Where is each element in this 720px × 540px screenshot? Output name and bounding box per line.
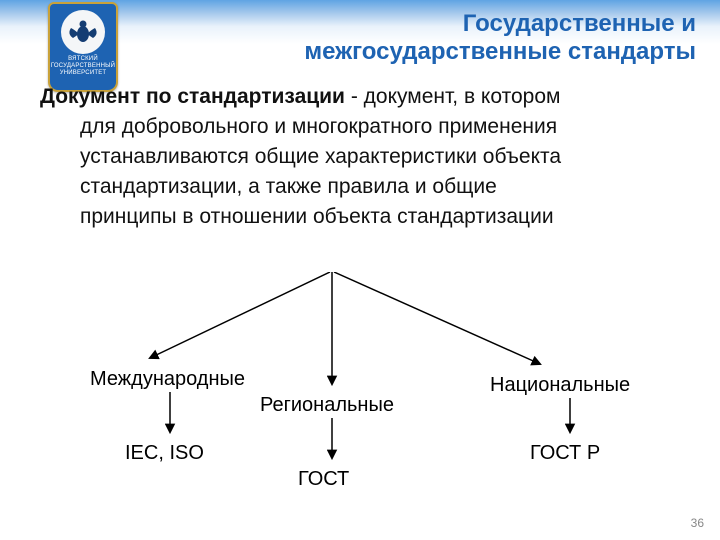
logo-text: ВЯТСКИЙ ГОСУДАРСТВЕННЫЙ УНИВЕРСИТЕТ xyxy=(50,56,116,77)
node-regional: Региональные xyxy=(260,394,410,417)
page-number: 36 xyxy=(691,516,704,530)
node-gost_r: ГОСТ Р xyxy=(530,442,630,465)
node-iec_iso: IEC, ISO xyxy=(125,442,225,465)
title-line-2: межгосударственные стандарты xyxy=(176,38,696,66)
p-rest-1: для добровольного и многократного примен… xyxy=(40,112,660,142)
lead-bold: Документ по стандартизации xyxy=(40,85,345,108)
p-rest-4: принципы в отношении объекта стандартиза… xyxy=(40,202,660,232)
logo-text-1: ВЯТСКИЙ xyxy=(50,56,116,63)
slide: ВЯТСКИЙ ГОСУДАРСТВЕННЫЙ УНИВЕРСИТЕТ Госу… xyxy=(0,0,720,540)
logo-emblem xyxy=(61,10,105,54)
p-rest-2: устанавливаются общие характеристики объ… xyxy=(40,142,660,172)
node-gost: ГОСТ xyxy=(298,468,378,491)
slide-title: Государственные и межгосударственные ста… xyxy=(176,10,696,66)
node-national: Национальные xyxy=(490,374,660,397)
title-line-1: Государственные и xyxy=(176,10,696,38)
p-rest-0: - документ, в котором xyxy=(345,85,560,108)
eagle-icon xyxy=(65,14,101,50)
logo-text-2: ГОСУДАРСТВЕННЫЙ xyxy=(50,63,116,70)
university-logo: ВЯТСКИЙ ГОСУДАРСТВЕННЫЙ УНИВЕРСИТЕТ xyxy=(48,2,118,92)
node-intl: Международные xyxy=(90,368,260,391)
body-paragraph: Документ по стандартизации - документ, в… xyxy=(40,82,660,232)
p-rest-3: стандартизации, а также правила и общие xyxy=(40,172,660,202)
logo-text-3: УНИВЕРСИТЕТ xyxy=(50,70,116,77)
standards-tree-diagram: МеждународныеРегиональные Национальные IEC… xyxy=(40,272,680,522)
